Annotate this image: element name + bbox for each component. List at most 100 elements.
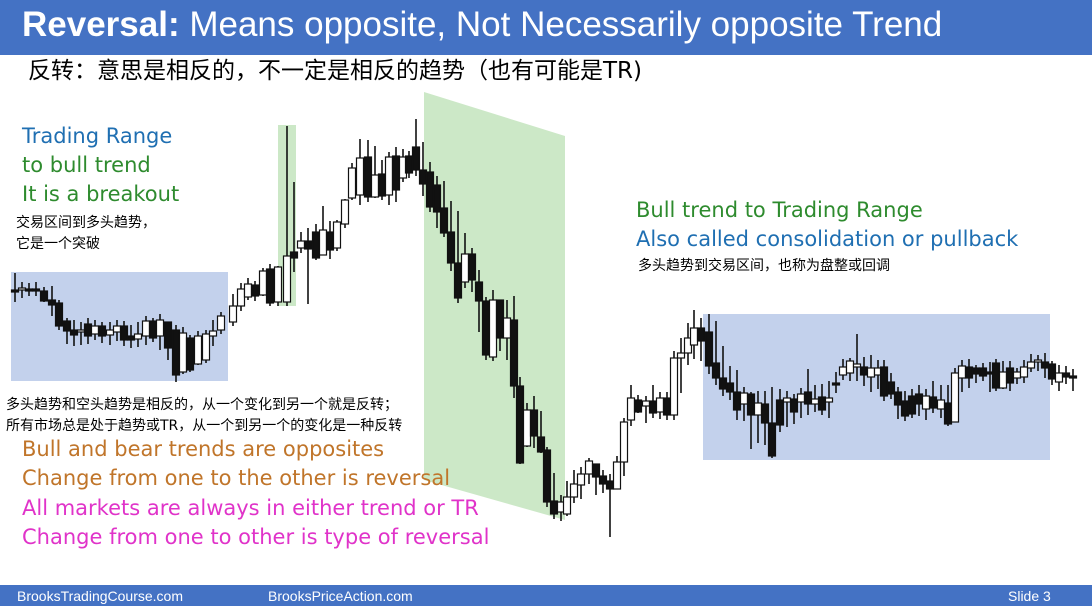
candle-body	[332, 221, 342, 249]
label-to-bull-trend: to bull trend	[22, 153, 151, 177]
candle-body	[831, 382, 841, 386]
candle-body	[662, 397, 672, 416]
footer-link-course[interactable]: BrooksTradingCourse.com	[17, 588, 183, 604]
candle-body	[669, 357, 679, 416]
candle-body	[363, 156, 373, 198]
candle-body	[1061, 372, 1071, 378]
candle-body	[619, 421, 629, 463]
candle-body	[17, 287, 27, 291]
candle-body	[789, 398, 799, 413]
footer-bar: BrooksTradingCourse.com BrooksPriceActio…	[0, 585, 1092, 606]
candle-body	[775, 399, 785, 426]
title-bar: Reversal: Means opposite, Not Necessaril…	[0, 0, 1092, 55]
label-bull-to-tr: Bull trend to Trading Range	[636, 198, 923, 222]
candle-body	[185, 337, 195, 371]
candle-body	[502, 317, 512, 339]
candle-body	[62, 320, 72, 332]
candle-body	[97, 325, 107, 337]
candle-body	[141, 320, 151, 337]
candle-body	[236, 288, 246, 307]
label-breakout: It is a breakout	[22, 182, 180, 206]
candle-body	[852, 363, 862, 368]
candle-body	[495, 299, 505, 339]
note-trend-or-tr: All markets are always in either trend o…	[22, 496, 479, 520]
candle-body	[47, 299, 57, 306]
label-breakout-zh-2: 它是一个突破	[16, 236, 100, 252]
candle-body	[549, 500, 559, 515]
candle-body	[879, 366, 889, 397]
candle-body	[732, 391, 742, 411]
candle-body	[782, 397, 792, 403]
candle-body	[725, 382, 735, 393]
candle-body	[803, 391, 813, 405]
candle-body	[83, 323, 93, 337]
candle-body	[529, 409, 539, 437]
candle-body	[810, 398, 820, 405]
candle-body	[69, 329, 79, 336]
candle-body	[411, 146, 421, 171]
candle-body	[893, 391, 903, 406]
candle-body	[265, 268, 275, 304]
candle-body	[536, 436, 546, 453]
candle-body	[921, 395, 931, 410]
candle-body	[467, 253, 477, 281]
candle-body	[208, 330, 218, 337]
candle-body	[1026, 361, 1036, 369]
candle-body	[340, 199, 350, 225]
candle-body	[522, 409, 532, 447]
candle-body	[704, 331, 714, 367]
candle-body	[481, 300, 491, 356]
footer-link-priceaction[interactable]: BrooksPriceAction.com	[268, 588, 413, 604]
footer-slide-number: Slide 3	[1008, 588, 1051, 604]
candle-body	[119, 325, 129, 341]
candle-body	[900, 400, 910, 417]
candle-body	[273, 266, 283, 303]
candle-body	[991, 362, 1001, 389]
candle-body	[31, 288, 41, 292]
candle-body	[1054, 372, 1064, 383]
candlesticks	[10, 119, 1078, 537]
candle-body	[404, 155, 414, 174]
candle-body	[907, 395, 917, 415]
candle-body	[391, 155, 401, 191]
candle-body	[957, 365, 967, 379]
candle-body	[24, 288, 34, 292]
candle-body	[591, 463, 601, 478]
candle-body	[311, 231, 321, 259]
candle-body	[739, 392, 749, 405]
candle-body	[1068, 375, 1078, 379]
candle-body	[978, 367, 988, 377]
price-chart	[10, 92, 1078, 537]
candle-body	[446, 231, 456, 264]
candle-body	[760, 403, 770, 424]
candle-body	[347, 167, 357, 199]
candle-body	[886, 381, 896, 395]
candle-body	[105, 329, 115, 336]
candle-body	[950, 372, 960, 423]
candle-body	[817, 396, 827, 411]
candle-body	[689, 327, 699, 346]
candle-body	[746, 393, 756, 416]
candle-body	[562, 496, 572, 515]
candle-body	[258, 270, 268, 296]
candle-body	[753, 402, 763, 416]
candle-body	[216, 315, 226, 331]
candle-body	[838, 366, 848, 376]
title-keyword: Reversal:	[22, 5, 180, 44]
candle-body	[655, 397, 665, 413]
candle-body	[439, 207, 449, 234]
candle-body	[824, 397, 834, 403]
candle-body	[418, 169, 428, 185]
candle-body	[282, 255, 292, 303]
candle-body	[584, 460, 594, 475]
candle-body	[1033, 359, 1043, 363]
label-breakout-zh-1: 交易区间到多头趋势，	[16, 215, 156, 231]
candle-body	[133, 333, 143, 340]
candle-body	[676, 352, 686, 359]
candle-body	[178, 332, 188, 373]
candle-body	[569, 483, 579, 498]
candle-body	[155, 319, 165, 337]
candle-body	[488, 299, 498, 358]
candle-body	[289, 251, 299, 259]
candle-body	[971, 367, 981, 375]
